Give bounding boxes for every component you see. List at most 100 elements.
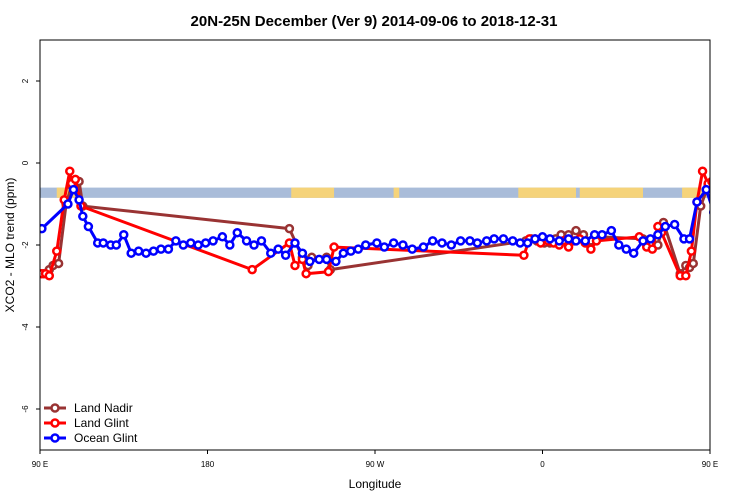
data-point xyxy=(119,230,129,240)
x-axis: 90 E 180 90 W 0 90 E xyxy=(32,450,718,469)
data-point xyxy=(684,234,695,244)
series-line xyxy=(41,169,710,278)
data-point xyxy=(297,248,308,258)
data-point xyxy=(701,184,710,195)
data-point xyxy=(290,238,300,248)
data-point xyxy=(597,230,607,240)
data-point xyxy=(563,234,574,244)
map-strip xyxy=(40,187,710,198)
data-point xyxy=(614,240,624,250)
data-point xyxy=(489,234,499,244)
data-point xyxy=(571,225,581,236)
map-strip-land xyxy=(393,187,400,198)
x-tick-label: 90 W xyxy=(366,460,385,469)
data-point xyxy=(727,203,734,210)
data-point xyxy=(232,227,243,238)
data-point xyxy=(331,256,341,267)
legend-label: Land Nadir xyxy=(74,401,133,415)
data-point xyxy=(217,232,228,242)
legend-label: Land Glint xyxy=(74,416,129,430)
data-point xyxy=(708,209,710,216)
data-point xyxy=(338,248,349,258)
map-strip-land xyxy=(579,187,643,198)
series-2 xyxy=(40,184,750,267)
data-point xyxy=(519,250,529,260)
data-point xyxy=(388,238,399,248)
legend-label: Ocean Glint xyxy=(74,431,138,445)
data-point xyxy=(586,244,596,254)
data-point xyxy=(273,244,283,254)
data-point xyxy=(63,199,73,209)
data-point xyxy=(52,246,62,256)
data-point xyxy=(301,268,311,279)
data-point xyxy=(571,236,581,246)
data-point xyxy=(688,258,698,269)
data-point xyxy=(554,236,564,246)
data-point xyxy=(398,240,408,250)
data-point xyxy=(284,223,295,234)
y-tick-label: 0 xyxy=(21,160,30,165)
data-point xyxy=(379,242,390,252)
y-tick-label: -6 xyxy=(21,405,30,413)
map-strip-land xyxy=(518,187,576,198)
data-point xyxy=(522,238,533,248)
data-point xyxy=(645,234,656,244)
data-point xyxy=(736,237,743,244)
data-point xyxy=(83,221,94,232)
chart-title: 20N-25N December (Ver 9) 2014-09-06 to 2… xyxy=(191,13,558,30)
data-point xyxy=(249,240,259,250)
data-point xyxy=(111,240,122,250)
legend-marker xyxy=(50,418,60,428)
series-layer xyxy=(40,166,750,281)
x-tick-label: 90 E xyxy=(32,460,48,469)
data-point xyxy=(193,240,203,250)
data-point xyxy=(638,236,648,246)
data-point xyxy=(290,260,300,271)
data-point xyxy=(353,244,363,254)
y-axis-label: XCO2 - MLO trend (ppm) xyxy=(3,178,17,313)
data-point xyxy=(156,244,166,254)
map-strip-land xyxy=(682,187,707,198)
x-tick-label: 90 E xyxy=(702,460,718,469)
data-point xyxy=(241,236,252,246)
data-point xyxy=(530,234,540,244)
data-point xyxy=(660,221,671,232)
data-point xyxy=(681,271,691,281)
data-point xyxy=(465,236,475,246)
data-point xyxy=(481,236,492,246)
data-point xyxy=(68,184,79,195)
data-point xyxy=(716,178,723,185)
data-point xyxy=(721,203,728,210)
data-point xyxy=(329,242,339,252)
data-point xyxy=(446,240,457,250)
data-point xyxy=(141,248,151,258)
data-point xyxy=(427,236,438,246)
data-point xyxy=(148,246,159,256)
data-point xyxy=(40,223,47,234)
data-point xyxy=(589,230,600,240)
data-point xyxy=(455,236,466,246)
data-point xyxy=(606,225,617,236)
data-point xyxy=(98,238,109,248)
data-point xyxy=(647,244,658,254)
data-point xyxy=(186,238,196,248)
map-strip-ocean xyxy=(40,187,710,198)
data-point xyxy=(515,238,525,248)
data-point xyxy=(720,203,727,210)
data-point xyxy=(628,248,639,258)
data-point xyxy=(621,244,631,254)
data-point xyxy=(178,240,189,250)
data-point xyxy=(323,266,334,277)
data-point xyxy=(563,242,574,252)
x-tick-label: 180 xyxy=(201,460,215,469)
data-point xyxy=(133,246,144,256)
y-tick-label: 2 xyxy=(21,78,30,83)
data-point xyxy=(580,236,591,246)
data-point xyxy=(208,236,218,246)
data-point xyxy=(70,174,81,185)
data-point xyxy=(537,232,548,242)
data-point xyxy=(746,239,750,246)
data-point xyxy=(692,197,702,207)
